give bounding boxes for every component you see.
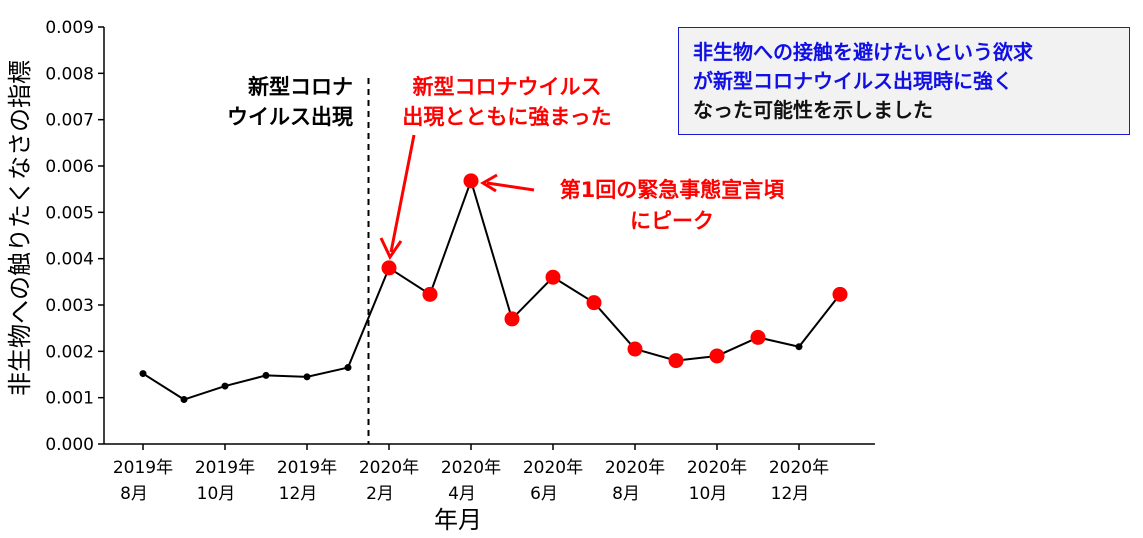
data-points (139, 173, 848, 404)
x-tick-label-year: 2020年 (605, 458, 665, 478)
note-line1: 非生物への接触を避けたいという欲求 (693, 40, 1033, 64)
data-point (344, 364, 352, 372)
y-tick-label: 0.001 (45, 389, 94, 409)
data-point (303, 373, 311, 381)
series-line (142, 177, 841, 401)
x-tick-label-year: 2020年 (769, 458, 829, 478)
x-tick-label-year: 2020年 (359, 458, 419, 478)
data-point (795, 343, 803, 351)
x-tick-label-month: 6月 (530, 484, 558, 504)
x-tick-label-year: 2019年 (277, 458, 337, 478)
y-tick-label: 0.006 (45, 157, 94, 177)
y-tick-label: 0.008 (45, 64, 94, 84)
x-tick-label-month: 12月 (279, 484, 318, 504)
highlighted-data-point (463, 173, 479, 189)
conclusion-note: 非生物への接触を避けたいという欲求 が新型コロナウイルス出現時に強く なった可能… (678, 27, 1130, 135)
x-tick-label-month: 8月 (612, 484, 640, 504)
y-axis-ticks: 0.000 0.001 0.002 0.003 0.004 0.005 0.006 0.007… (45, 18, 104, 455)
note-line2: が新型コロナウイルス出現時に強く (693, 69, 1013, 93)
data-point (221, 382, 229, 390)
x-tick-label-month: 12月 (771, 484, 810, 504)
x-axis-ticks: 2019年 8月 2019年 10月 2019年 12月 2020年 2月 2020年 4月 202… (113, 444, 829, 504)
highlighted-data-point (586, 295, 602, 311)
highlighted-data-point (545, 269, 561, 285)
x-tick-label-year: 2020年 (441, 458, 501, 478)
peak-label-line1: 第1回の緊急事態宣言頃 (560, 178, 786, 202)
x-tick-label-month: 10月 (197, 484, 236, 504)
x-tick-label-year: 2020年 (523, 458, 583, 478)
rise-arrow (379, 134, 416, 260)
peak-label-line2: にピーク (630, 209, 714, 233)
highlighted-data-point (422, 286, 438, 302)
x-axis-title: 年月 (434, 506, 482, 534)
x-tick-label-year: 2019年 (113, 458, 173, 478)
emergence-label-line1: 新型コロナ (248, 75, 353, 99)
x-tick-label-month: 2月 (366, 484, 394, 504)
data-point (262, 371, 270, 379)
highlighted-data-point (627, 341, 643, 357)
highlighted-data-point (381, 260, 397, 276)
highlighted-data-point (668, 353, 684, 369)
highlighted-data-point (750, 329, 766, 345)
y-axis-title: 非生物への触りたくなさの指標 (6, 60, 34, 396)
x-tick-label-month: 8月 (120, 484, 148, 504)
x-tick-label-year: 2020年 (687, 458, 747, 478)
y-tick-label: 0.007 (45, 111, 94, 131)
emergence-label-line2: ウイルス出現 (227, 105, 353, 129)
y-tick-label: 0.000 (45, 435, 94, 455)
x-tick-label-year: 2019年 (195, 458, 255, 478)
highlighted-data-point (709, 348, 725, 364)
highlighted-data-point (832, 286, 848, 302)
axes (103, 27, 875, 445)
data-point (180, 396, 188, 404)
y-tick-label: 0.003 (45, 296, 94, 316)
x-tick-label-month: 10月 (689, 484, 728, 504)
rise-label-line2: 出現とともに強まった (402, 105, 611, 129)
y-tick-label: 0.005 (45, 203, 94, 223)
data-point (139, 370, 147, 378)
peak-arrow (480, 173, 535, 193)
note-line3: なった可能性を示しました (693, 98, 933, 122)
y-tick-label: 0.009 (45, 18, 94, 38)
y-tick-label: 0.004 (45, 250, 94, 270)
rise-label-line1: 新型コロナウイルス (413, 75, 602, 99)
y-tick-label: 0.002 (45, 342, 94, 362)
x-tick-label-month: 4月 (448, 484, 476, 504)
highlighted-data-point (504, 311, 520, 327)
